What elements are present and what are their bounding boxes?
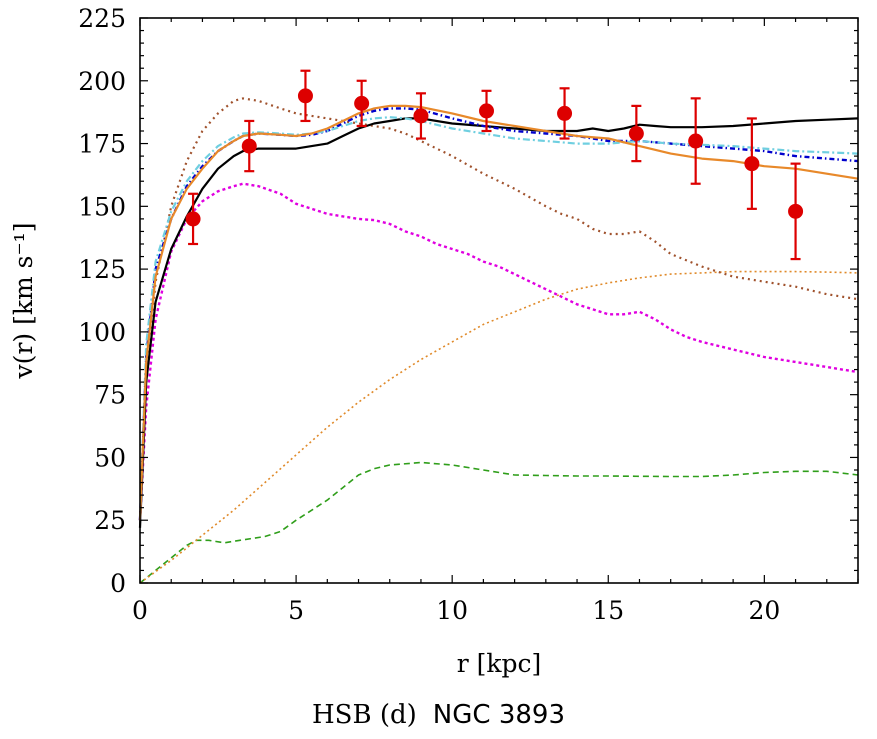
y-tick-label-9: 225 [78, 4, 126, 33]
model-curve-8 [138, 104, 859, 521]
x-tick-label-4: 20 [748, 596, 780, 625]
data-point-3 [297, 69, 313, 123]
x-axis-label: r [kpc] [457, 649, 542, 678]
model-curve-5 [138, 117, 859, 528]
x-tick-label-3: 15 [592, 596, 624, 625]
observed-data-points [185, 69, 804, 261]
y-tick-label-8: 200 [78, 67, 126, 96]
data-point-10 [744, 117, 760, 210]
data-point-4 [354, 79, 370, 128]
data-point-6 [479, 89, 495, 133]
y-tick-label-6: 150 [78, 192, 126, 221]
x-tick-label-0: 0 [132, 596, 148, 625]
caption-galaxy-name: NGC 3893 [432, 700, 565, 730]
data-point-1 [185, 192, 201, 246]
y-tick-label-2: 50 [94, 443, 126, 472]
model-curve-2 [139, 270, 859, 584]
y-tick-label-5: 125 [78, 255, 126, 284]
model-curve-1 [139, 461, 859, 584]
y-tick-label-0: 0 [110, 569, 126, 598]
model-curve-3 [138, 182, 859, 521]
x-tick-label-1: 5 [288, 596, 304, 625]
model-curve-7 [138, 116, 859, 521]
y-tick-label-3: 75 [94, 381, 126, 410]
model-curves [138, 97, 859, 584]
data-point-9 [688, 97, 704, 185]
data-point-7 [557, 87, 573, 140]
data-point-8 [628, 104, 644, 163]
y-tick-label-7: 175 [78, 130, 126, 159]
data-point-11 [788, 162, 804, 261]
caption-sample: HSB (d) [312, 700, 417, 730]
y-tick-label-4: 100 [78, 318, 126, 347]
y-axis-label: v(r) [km s⁻¹] [9, 223, 38, 380]
x-tick-label-2: 10 [436, 596, 468, 625]
data-point-5 [413, 92, 429, 140]
plot-frame [139, 17, 859, 584]
chart-caption: HSB (d) NGC 3893 [0, 700, 877, 730]
y-tick-label-1: 25 [94, 506, 126, 535]
data-point-2 [241, 119, 257, 173]
